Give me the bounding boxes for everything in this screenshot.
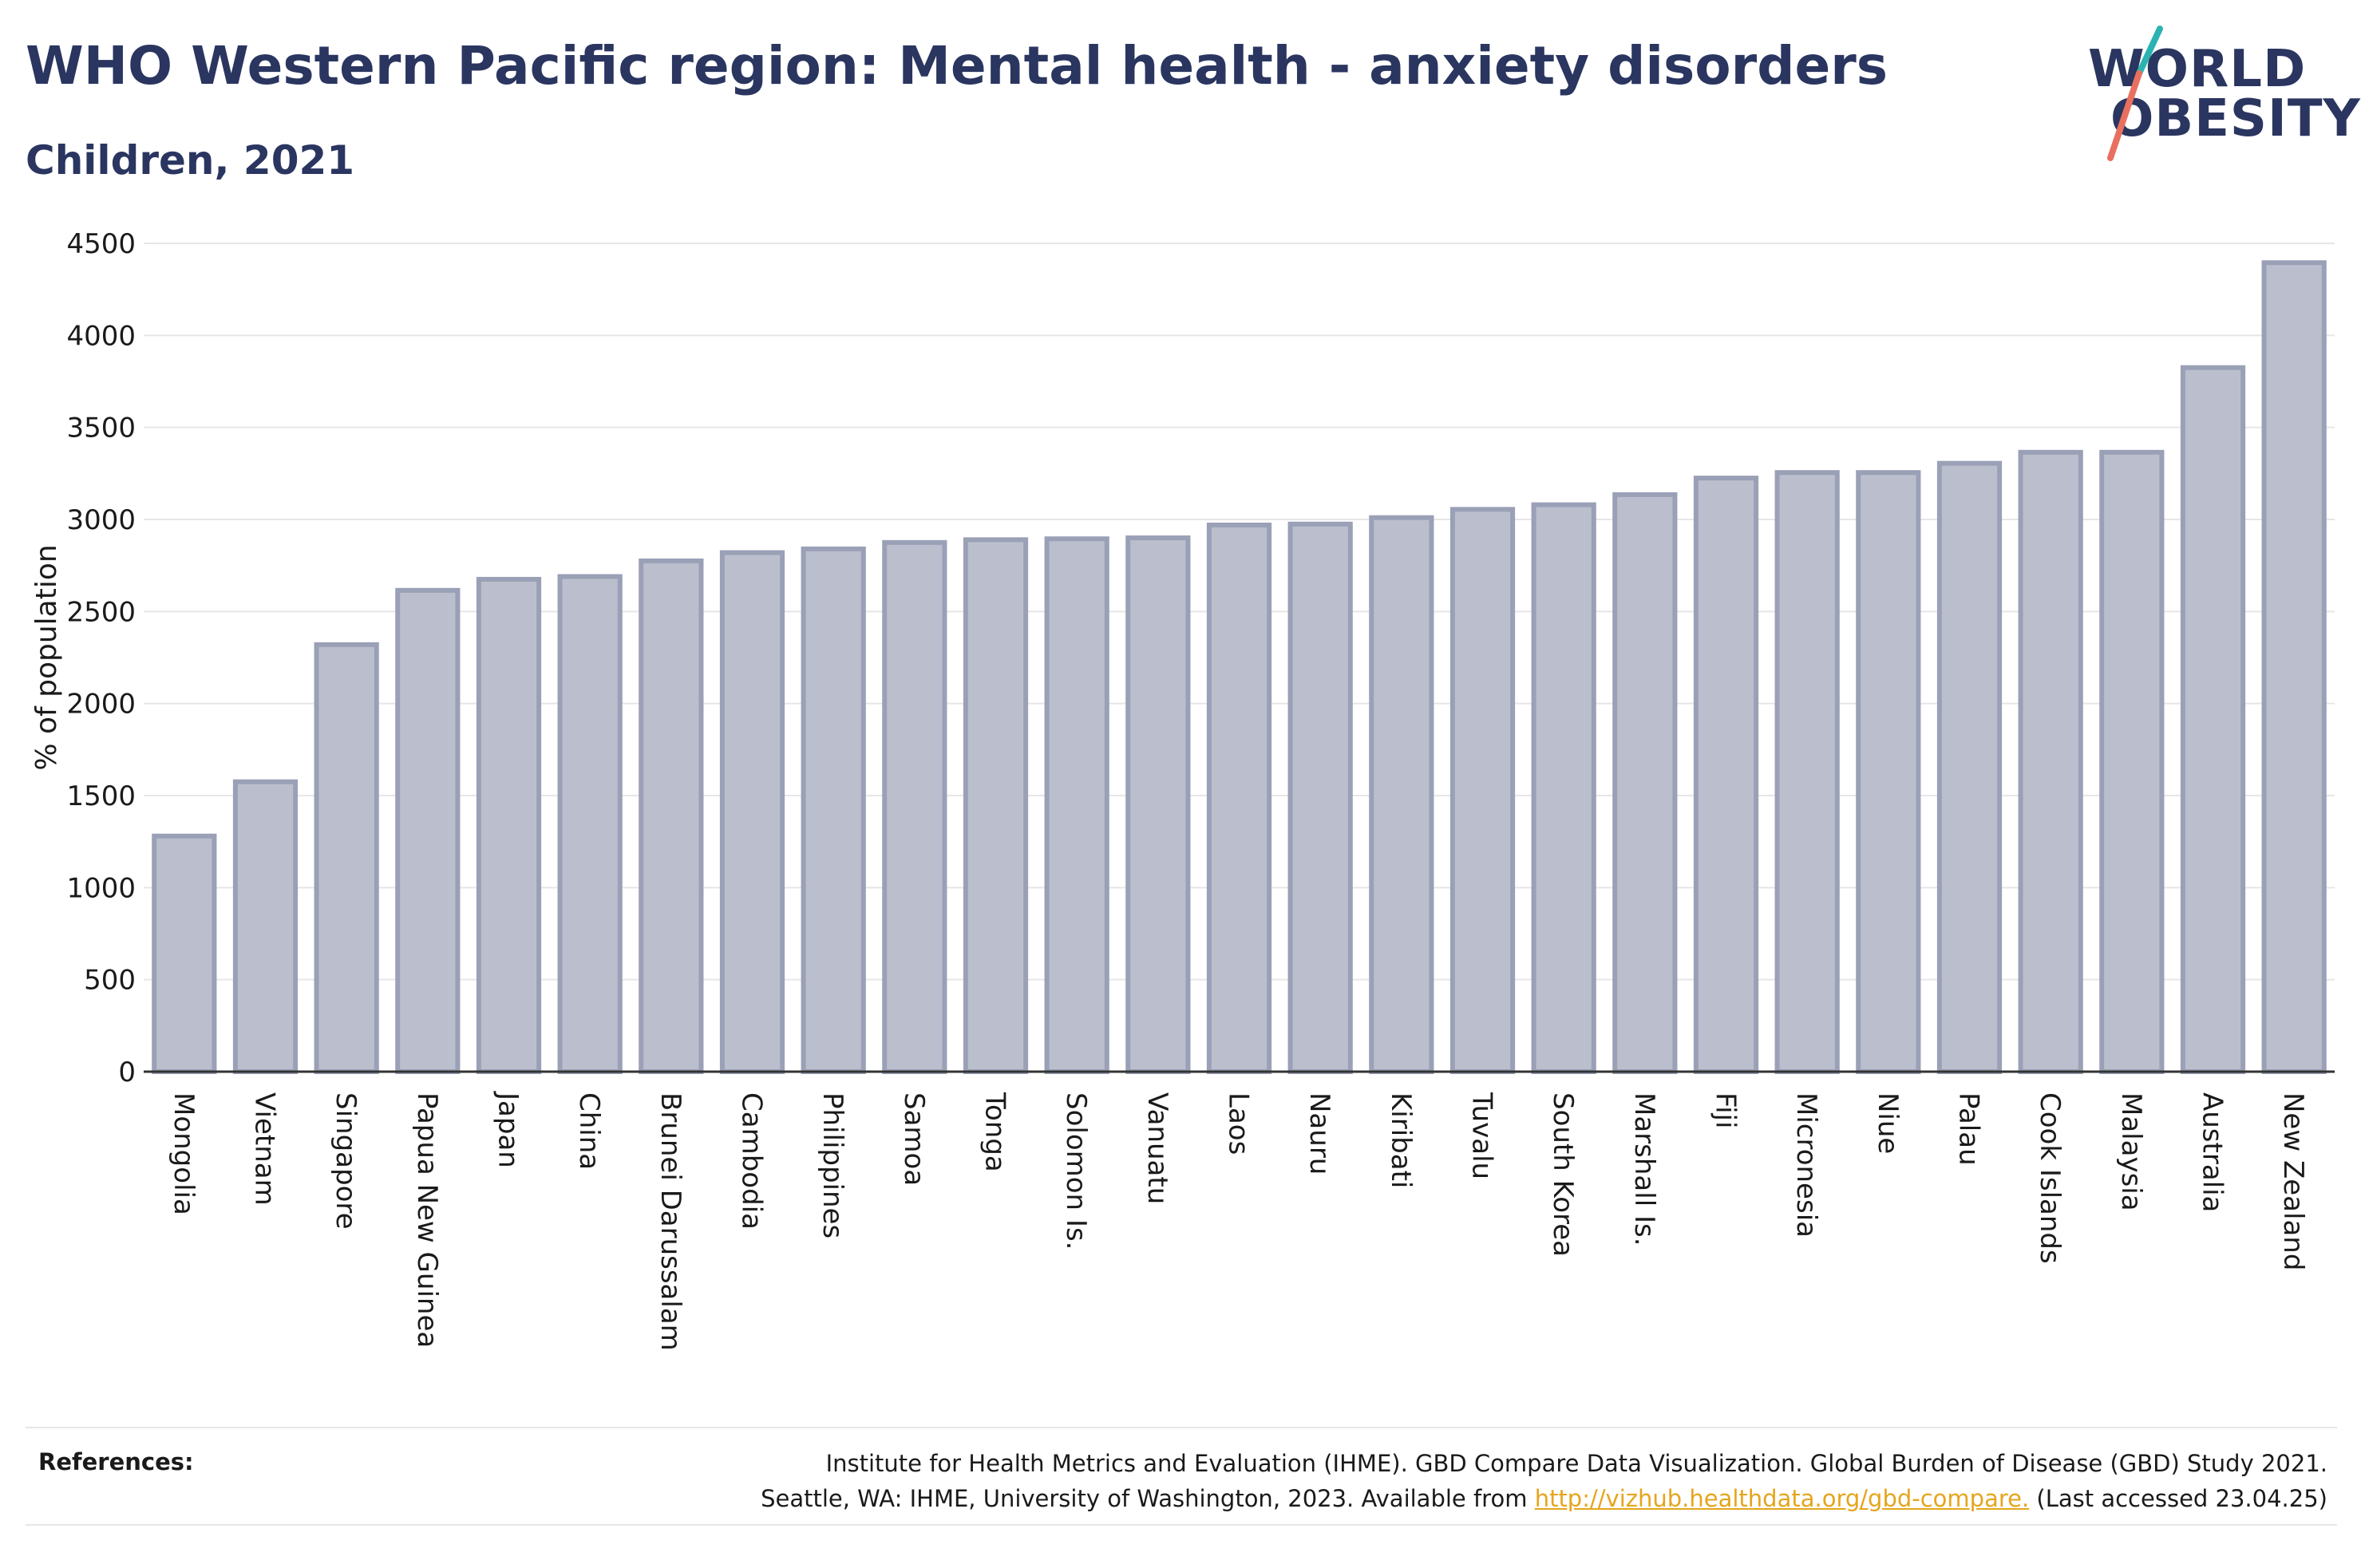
- bar: [2180, 365, 2246, 1074]
- x-tick-label: Mongolia: [168, 1092, 200, 1215]
- references-top-divider: [26, 1427, 2337, 1428]
- y-tick-label: 2000: [66, 689, 136, 721]
- reference-line-2-suffix: (Last accessed 23.04.25): [2029, 1485, 2327, 1512]
- bar: [557, 574, 623, 1074]
- x-tick-label: Palau: [1953, 1092, 1985, 1166]
- x-tick-label: Kiribati: [1385, 1092, 1417, 1188]
- bar: [882, 539, 947, 1074]
- x-tick-label: Brunei Darussalam: [655, 1092, 686, 1351]
- y-tick-label: 500: [84, 965, 136, 997]
- bar: [963, 537, 1029, 1074]
- x-tick-label: China: [573, 1092, 605, 1170]
- x-tick-label: Cambodia: [736, 1092, 768, 1230]
- bar: [1125, 535, 1191, 1074]
- bar: [719, 550, 785, 1074]
- x-tick-label: Japan: [492, 1091, 524, 1168]
- x-tick-label: Philippines: [817, 1092, 848, 1238]
- x-tick-label: Vietnam: [249, 1092, 281, 1206]
- bar: [801, 546, 866, 1074]
- x-tick-label: Cook Islands: [2034, 1092, 2066, 1264]
- bar: [1369, 515, 1434, 1074]
- y-axis-title: % of population: [30, 544, 63, 770]
- bar: [395, 587, 461, 1074]
- y-tick-label: 1000: [66, 872, 136, 904]
- y-tick-label: 4000: [66, 320, 136, 352]
- bar: [639, 558, 704, 1074]
- bar: [2018, 449, 2083, 1074]
- reference-line-2: Seattle, WA: IHME, University of Washing…: [492, 1481, 2327, 1516]
- x-tick-label: Malaysia: [2115, 1092, 2147, 1211]
- x-tick-label: Niue: [1872, 1092, 1904, 1154]
- y-tick-label: 4500: [66, 228, 136, 260]
- references-text: Institute for Health Metrics and Evaluat…: [492, 1446, 2327, 1516]
- bar: [1449, 507, 1516, 1074]
- bar: [152, 833, 217, 1075]
- chart-title: WHO Western Pacific region: Mental healt…: [26, 35, 1888, 97]
- bar: [1856, 470, 1921, 1074]
- bar: [1774, 470, 1840, 1074]
- x-tick-label: Vanuatu: [1141, 1092, 1173, 1204]
- x-tick-label: Singapore: [330, 1092, 362, 1230]
- world-obesity-logo: WORLD OBESITY: [2083, 24, 2360, 168]
- x-tick-label: Nauru: [1303, 1092, 1335, 1175]
- y-tick-label: 3500: [66, 413, 136, 444]
- y-tick-label: 3000: [66, 504, 136, 536]
- bar-chart: 0 500 1000 1500 2000 2500 3000 3500 4000 4500 % of…: [30, 228, 2335, 1351]
- bar: [1693, 476, 1759, 1074]
- y-tick-label: 2500: [66, 596, 136, 628]
- references-label: References:: [38, 1448, 194, 1475]
- x-tick-label: Samoa: [898, 1092, 930, 1186]
- logo-text-obesity: OBESITY: [2110, 89, 2361, 148]
- bar: [314, 642, 379, 1074]
- chart-subtitle: Children, 2021: [26, 137, 355, 184]
- x-tick-label: New Zealand: [2277, 1092, 2309, 1270]
- bar: [476, 576, 542, 1074]
- bar: [1206, 522, 1272, 1074]
- logo-slash-icon: [2107, 26, 2163, 161]
- bar: [1531, 502, 1596, 1074]
- bar: [2099, 449, 2165, 1074]
- logo-text-world: WORLD: [2088, 40, 2307, 99]
- bar: [232, 779, 299, 1074]
- reference-link[interactable]: http://vizhub.healthdata.org/gbd-compare…: [1534, 1485, 2030, 1512]
- x-tick-label: Papua New Guinea: [411, 1092, 443, 1348]
- bar: [1936, 460, 2003, 1074]
- bar: [1612, 492, 1678, 1074]
- reference-line-2-prefix: Seattle, WA: IHME, University of Washing…: [761, 1485, 1535, 1512]
- x-tick-label: Micronesia: [1790, 1092, 1822, 1238]
- x-tick-label: Australia: [2197, 1092, 2229, 1212]
- x-tick-label: Solomon Is.: [1060, 1092, 1092, 1250]
- bar: [1044, 536, 1109, 1074]
- reference-line-1: Institute for Health Metrics and Evaluat…: [825, 1450, 2327, 1477]
- y-tick-label: 0: [118, 1057, 136, 1088]
- x-tick-label: Tuvalu: [1466, 1092, 1498, 1179]
- references-bottom-divider: [26, 1524, 2337, 1526]
- bar: [2261, 260, 2327, 1075]
- bar: [1287, 521, 1353, 1074]
- x-tick-label: Tonga: [979, 1092, 1011, 1172]
- y-tick-label: 1500: [66, 780, 136, 812]
- x-tick-label: Laos: [1223, 1092, 1255, 1155]
- x-tick-label: Marshall Is.: [1628, 1092, 1660, 1246]
- x-tick-label: Fiji: [1710, 1092, 1742, 1128]
- x-tick-label: South Korea: [1547, 1092, 1579, 1257]
